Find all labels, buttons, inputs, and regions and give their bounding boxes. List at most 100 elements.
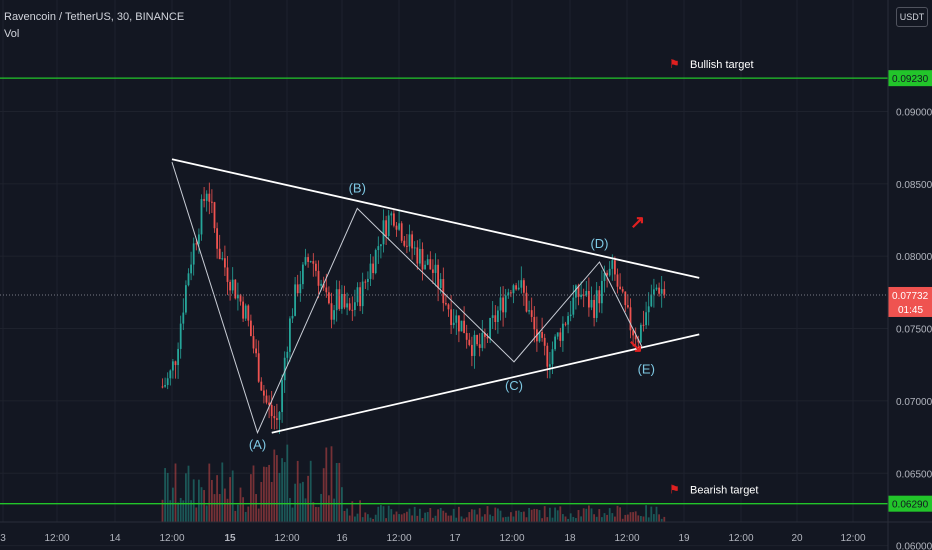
volume-bar bbox=[504, 516, 507, 522]
volume-bar bbox=[510, 512, 512, 522]
volume-bar bbox=[634, 511, 637, 522]
volume-bar bbox=[338, 462, 341, 522]
candle-body bbox=[393, 213, 395, 226]
price-tick-label: 0.06000 bbox=[896, 542, 932, 550]
volume-bar bbox=[536, 509, 538, 522]
candle-body bbox=[276, 418, 278, 420]
volume-bar bbox=[192, 479, 195, 522]
candle-body bbox=[595, 290, 598, 318]
time-tick-label: 20 bbox=[791, 533, 803, 544]
volume-bar bbox=[213, 494, 216, 522]
candle-body bbox=[460, 320, 463, 332]
volume-bar bbox=[234, 510, 237, 522]
candle-body bbox=[335, 289, 338, 311]
candle-body bbox=[510, 292, 512, 294]
candle-body bbox=[348, 303, 351, 310]
volume-bar bbox=[447, 515, 450, 522]
volume-bar bbox=[564, 516, 567, 522]
candle-body bbox=[432, 269, 434, 273]
candle-body bbox=[624, 291, 627, 306]
volume-bar bbox=[515, 510, 517, 522]
candle-body bbox=[330, 303, 333, 320]
candle-body bbox=[450, 309, 452, 325]
candle-body bbox=[463, 320, 465, 334]
volume-label: Vol bbox=[4, 28, 20, 40]
candle-body bbox=[255, 348, 257, 354]
volume-bar bbox=[528, 507, 530, 522]
volume-bar bbox=[198, 479, 200, 522]
candle-body bbox=[640, 324, 642, 343]
price-tick-label: 0.07500 bbox=[896, 325, 932, 336]
candle-body bbox=[575, 285, 577, 298]
candle-body bbox=[541, 332, 543, 338]
volume-bar bbox=[562, 514, 564, 522]
volume-bar bbox=[484, 514, 486, 522]
volume-bar bbox=[218, 494, 221, 522]
candle-body bbox=[400, 223, 403, 241]
candle-body bbox=[642, 324, 645, 326]
candle-body bbox=[309, 261, 312, 263]
grid-lines bbox=[0, 0, 888, 547]
candle-body bbox=[650, 294, 653, 307]
candle-body bbox=[343, 293, 346, 308]
candle-body bbox=[494, 315, 497, 323]
candle-body bbox=[512, 285, 515, 294]
candle-body bbox=[447, 304, 450, 310]
candle-body bbox=[439, 279, 442, 288]
volume-bar bbox=[538, 510, 541, 522]
candle-body bbox=[169, 370, 172, 379]
candle-body bbox=[616, 274, 619, 287]
candle-body bbox=[434, 264, 437, 273]
candle-body bbox=[585, 290, 588, 296]
volume-bar bbox=[455, 517, 458, 522]
candle-body bbox=[473, 334, 476, 356]
volume-bar bbox=[421, 518, 424, 522]
candle-body bbox=[208, 193, 211, 202]
candle-body bbox=[372, 263, 374, 274]
volume-bar bbox=[614, 516, 616, 522]
candle-body bbox=[603, 272, 606, 281]
volume-bar bbox=[286, 444, 289, 522]
volume-bar bbox=[294, 483, 296, 522]
candle-body bbox=[442, 279, 445, 304]
volume-bar bbox=[437, 509, 439, 522]
price-axis[interactable]: 0.06000 0.06500 0.07000 0.07500 0.08000 0.085… bbox=[887, 0, 932, 550]
volume-bar bbox=[499, 510, 502, 522]
target-price-tag bbox=[888, 70, 932, 87]
time-axis[interactable]: 3 12:00 14 12:00 15 12:00 16 12:00 17 12:00 18 12:0… bbox=[0, 521, 932, 544]
candle-body bbox=[289, 318, 291, 352]
candle-body bbox=[273, 416, 276, 419]
volume-bar bbox=[512, 516, 515, 522]
candle-body bbox=[484, 332, 486, 337]
candle-body bbox=[291, 315, 294, 319]
candle-body bbox=[562, 323, 564, 341]
volume-bar bbox=[364, 512, 367, 522]
candle-body bbox=[364, 281, 367, 283]
candle-body bbox=[177, 348, 179, 366]
currency-button[interactable]: USDT bbox=[896, 7, 928, 27]
candle-body bbox=[455, 315, 458, 323]
volume-bar bbox=[497, 508, 499, 522]
volume-bar bbox=[424, 512, 426, 522]
flag-icon: ⚑ bbox=[669, 57, 680, 71]
volume-bar bbox=[442, 510, 445, 522]
candle-body bbox=[408, 234, 411, 247]
candle-body bbox=[203, 199, 205, 201]
candle-body bbox=[361, 281, 364, 307]
candle-body bbox=[390, 213, 393, 216]
time-tick-label: 16 bbox=[336, 533, 348, 544]
candle-body bbox=[569, 314, 572, 317]
candle-body bbox=[328, 292, 330, 304]
candle-body bbox=[559, 332, 562, 341]
volume-bar bbox=[491, 516, 494, 522]
volume-bar bbox=[252, 465, 255, 522]
candle-body bbox=[395, 225, 398, 230]
candle-body bbox=[608, 268, 611, 276]
volume-bar bbox=[260, 481, 263, 522]
volume-bar bbox=[385, 518, 387, 522]
candle-body bbox=[660, 289, 663, 294]
volume-bar bbox=[346, 508, 348, 522]
price-tick-label: 0.07000 bbox=[896, 397, 932, 408]
volume-bar bbox=[611, 513, 614, 522]
